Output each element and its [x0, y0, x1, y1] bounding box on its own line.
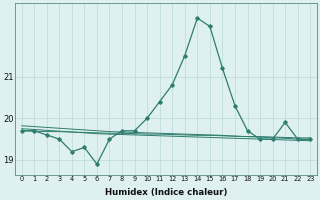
X-axis label: Humidex (Indice chaleur): Humidex (Indice chaleur) [105, 188, 227, 197]
